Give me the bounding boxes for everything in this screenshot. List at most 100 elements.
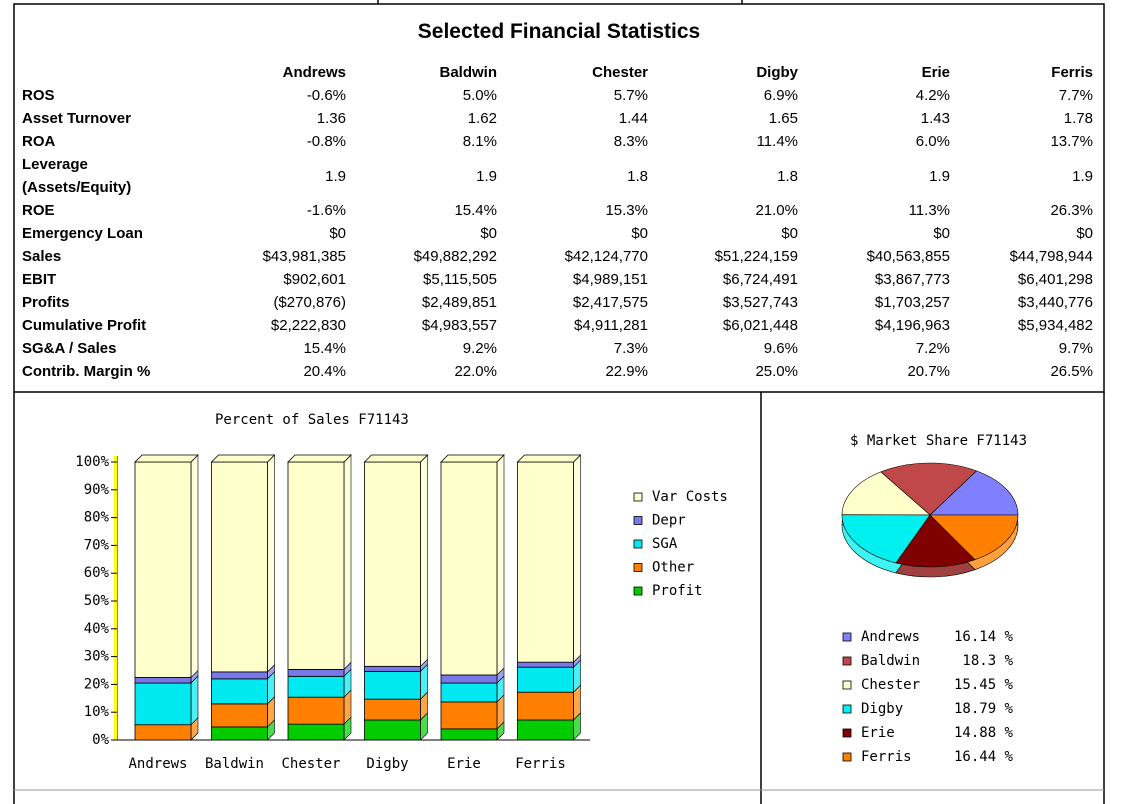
cell-value: $4,911,281 bbox=[574, 317, 648, 334]
cell-value: $0 bbox=[1076, 225, 1093, 242]
cell-value: $0 bbox=[631, 225, 648, 242]
pie-chart-title: $ Market Share F71143 bbox=[850, 433, 1027, 449]
legend-label: Profit bbox=[652, 583, 703, 599]
y-tick-label: 100% bbox=[75, 454, 109, 470]
row-label: Asset Turnover bbox=[22, 110, 131, 127]
bar-segment bbox=[287, 723, 345, 741]
legend-swatch bbox=[842, 680, 852, 690]
legend-swatch bbox=[633, 586, 643, 596]
cell-value: $1,703,257 bbox=[874, 294, 950, 311]
bar-segment bbox=[517, 661, 574, 668]
bar-side bbox=[420, 454, 428, 668]
y-tick-label: 90% bbox=[84, 482, 110, 498]
legend-value: 16.14 % bbox=[954, 629, 1014, 645]
cell-value: 13.7% bbox=[1050, 133, 1093, 150]
legend-swatch bbox=[842, 728, 852, 738]
row-label: Sales bbox=[22, 248, 62, 265]
bar-segment bbox=[364, 698, 421, 721]
cell-value: $2,222,830 bbox=[270, 317, 346, 334]
frames bbox=[13, 0, 1105, 804]
bar-segment bbox=[287, 461, 345, 670]
cell-value: 1.43 bbox=[920, 110, 950, 127]
bar-side bbox=[190, 454, 199, 679]
pie-slice bbox=[895, 514, 976, 568]
bar-side bbox=[573, 454, 581, 663]
y-tick-label: 60% bbox=[84, 565, 110, 581]
cell-value: 7.2% bbox=[915, 340, 950, 357]
bar-segment bbox=[211, 671, 268, 680]
cell-value: $4,983,557 bbox=[421, 317, 497, 334]
cell-value: 7.3% bbox=[613, 340, 648, 357]
bar-segment bbox=[364, 461, 421, 667]
cell-value: $3,527,743 bbox=[722, 294, 798, 311]
cell-value: 1.8 bbox=[627, 167, 648, 185]
bar-segment bbox=[517, 719, 574, 741]
cell-value: $6,724,491 bbox=[722, 271, 798, 288]
bar-top bbox=[440, 454, 505, 463]
legend-label: Andrews bbox=[861, 629, 920, 645]
legend-value: 14.88 % bbox=[954, 725, 1014, 741]
cell-value: $51,224,159 bbox=[714, 248, 798, 265]
cell-value: 6.9% bbox=[763, 87, 798, 104]
cell-value: 1.9 bbox=[1072, 167, 1093, 185]
bar-top bbox=[210, 454, 276, 463]
legend-swatch bbox=[633, 492, 643, 502]
cell-value: 20.7% bbox=[907, 363, 950, 380]
bar-segment bbox=[364, 665, 421, 672]
legend-swatch bbox=[842, 656, 852, 666]
cell-value: 20.4% bbox=[303, 363, 346, 380]
bar-segment bbox=[134, 677, 192, 684]
row-label: Profits bbox=[22, 294, 70, 311]
bar-top bbox=[363, 454, 429, 463]
cell-value: $0 bbox=[480, 225, 497, 242]
column-header: Ferris bbox=[1051, 64, 1093, 81]
bar-segment bbox=[440, 701, 498, 730]
bar-top bbox=[516, 454, 582, 463]
column-header: Baldwin bbox=[439, 64, 497, 81]
row-label: Leverage (Assets/Equity) bbox=[22, 156, 132, 196]
bar-top bbox=[134, 454, 199, 463]
axis-band bbox=[114, 456, 117, 740]
cell-value: 1.44 bbox=[618, 110, 648, 127]
cell-value: $0 bbox=[781, 225, 798, 242]
pie-slice bbox=[929, 470, 1019, 516]
legend-swatch bbox=[842, 704, 852, 714]
cell-value: 5.0% bbox=[462, 87, 497, 104]
cell-value: $4,196,963 bbox=[874, 317, 950, 334]
cell-value: $3,867,773 bbox=[874, 271, 950, 288]
legend-label: Digby bbox=[861, 701, 903, 717]
bar-segment bbox=[517, 691, 574, 721]
pie-slice bbox=[841, 471, 931, 516]
cell-value: 9.2% bbox=[462, 340, 497, 357]
bar-segment bbox=[440, 728, 498, 741]
x-tick-label: Ferris bbox=[515, 756, 566, 772]
cell-value: 7.7% bbox=[1058, 87, 1093, 104]
cell-value: 22.0% bbox=[454, 363, 497, 380]
cell-value: $5,934,482 bbox=[1017, 317, 1093, 334]
row-label: EBIT bbox=[22, 271, 57, 288]
legend-swatch bbox=[633, 563, 643, 572]
y-tick-label: 30% bbox=[84, 649, 110, 665]
bar-segment bbox=[211, 726, 268, 741]
bar-segment bbox=[211, 461, 268, 673]
pie-slice bbox=[929, 514, 1019, 561]
title: Selected Financial Statistics bbox=[417, 20, 701, 43]
row-label: ROE bbox=[22, 202, 55, 219]
cell-value: 1.36 bbox=[316, 110, 346, 127]
y-tick-label: 70% bbox=[84, 537, 110, 553]
cell-value: 15.4% bbox=[303, 340, 346, 357]
cell-value: -0.8% bbox=[306, 133, 346, 150]
cell-value: $43,981,385 bbox=[262, 248, 346, 265]
cell-value: $4,989,151 bbox=[572, 271, 648, 288]
cell-value: 1.78 bbox=[1063, 110, 1093, 127]
bar-segment bbox=[440, 461, 498, 676]
bar-top bbox=[287, 454, 352, 463]
bar-segment bbox=[211, 678, 268, 705]
cell-value: 6.0% bbox=[915, 133, 950, 150]
cell-value: 22.9% bbox=[605, 363, 648, 380]
cell-value: $5,115,505 bbox=[423, 271, 497, 288]
cell-value: 5.7% bbox=[613, 87, 648, 104]
legend-label: Chester bbox=[861, 677, 920, 693]
table-frame bbox=[13, 3, 1105, 393]
